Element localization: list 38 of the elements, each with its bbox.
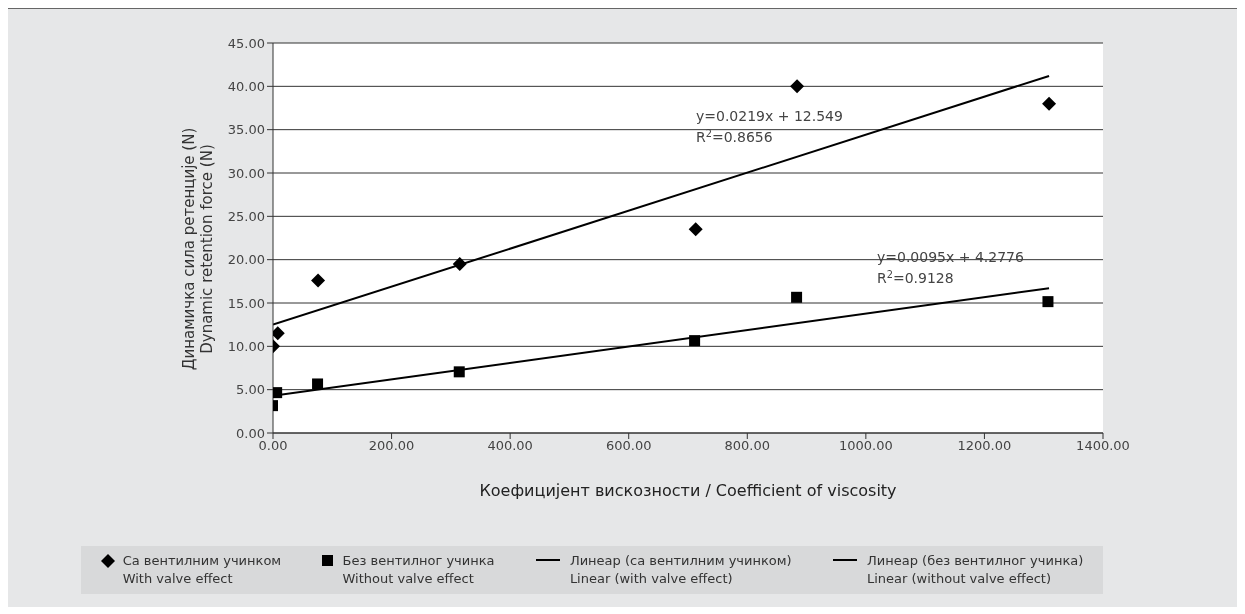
annotation: R$^{2}$=0.9128: [877, 268, 954, 286]
y-tick-label: 0.00: [236, 425, 265, 441]
point: [790, 79, 805, 94]
y-tick-label: 40.00: [227, 78, 265, 94]
x-tick-label: 600.00: [605, 438, 652, 454]
legend-label: Са вентилним учинком With valve effect: [122, 552, 282, 588]
y-tick-label: 45.00: [227, 35, 265, 51]
y-tick-label: 35.00: [227, 122, 265, 138]
annotation: y=0.0219x + 12.549: [696, 108, 843, 124]
y-tick-label: 10.00: [227, 338, 265, 354]
annotation: R$^{2}$=0.8656: [696, 127, 773, 145]
x-tick-label: 1000.00: [838, 438, 893, 454]
point: [791, 291, 803, 303]
y-tick-label: 25.00: [227, 208, 265, 224]
y-tick-label: 15.00: [227, 295, 265, 311]
y-axis-title: Динамичка сила ретенције (N) Dynamic retention force (N): [180, 127, 216, 371]
point: [452, 257, 467, 271]
y-tick-label: 30.00: [227, 165, 265, 181]
point: [453, 366, 465, 378]
x-tick-label: 1200.00: [957, 438, 1012, 454]
x-tick-label: 200.00: [368, 438, 415, 454]
point: [1042, 296, 1054, 308]
point: [689, 335, 701, 347]
x-tick-label: 1400.00: [1076, 438, 1130, 454]
y-tick-label: 20.00: [227, 252, 265, 268]
y-tick-label: 5.00: [236, 382, 265, 398]
x-tick-label: 0.00: [258, 438, 288, 454]
legend-label: Линеар (са вентилним учинком) Linear (with valve effect): [569, 552, 792, 588]
point: [688, 222, 703, 237]
legend-label: Линеар (без вентилног учинка) Linear (without valve effect): [867, 552, 1084, 588]
point: [273, 387, 283, 399]
x-axis-title: Коефицијент вискозности / Coefficient of viscosity: [478, 481, 898, 500]
x-tick-label: 400.00: [487, 438, 533, 454]
legend-label: Без вентилног учинка Without valve effect: [342, 552, 495, 588]
x-tick-label: 800.00: [724, 438, 771, 454]
point: [312, 378, 324, 390]
point: [1042, 96, 1057, 111]
point: [311, 273, 326, 288]
